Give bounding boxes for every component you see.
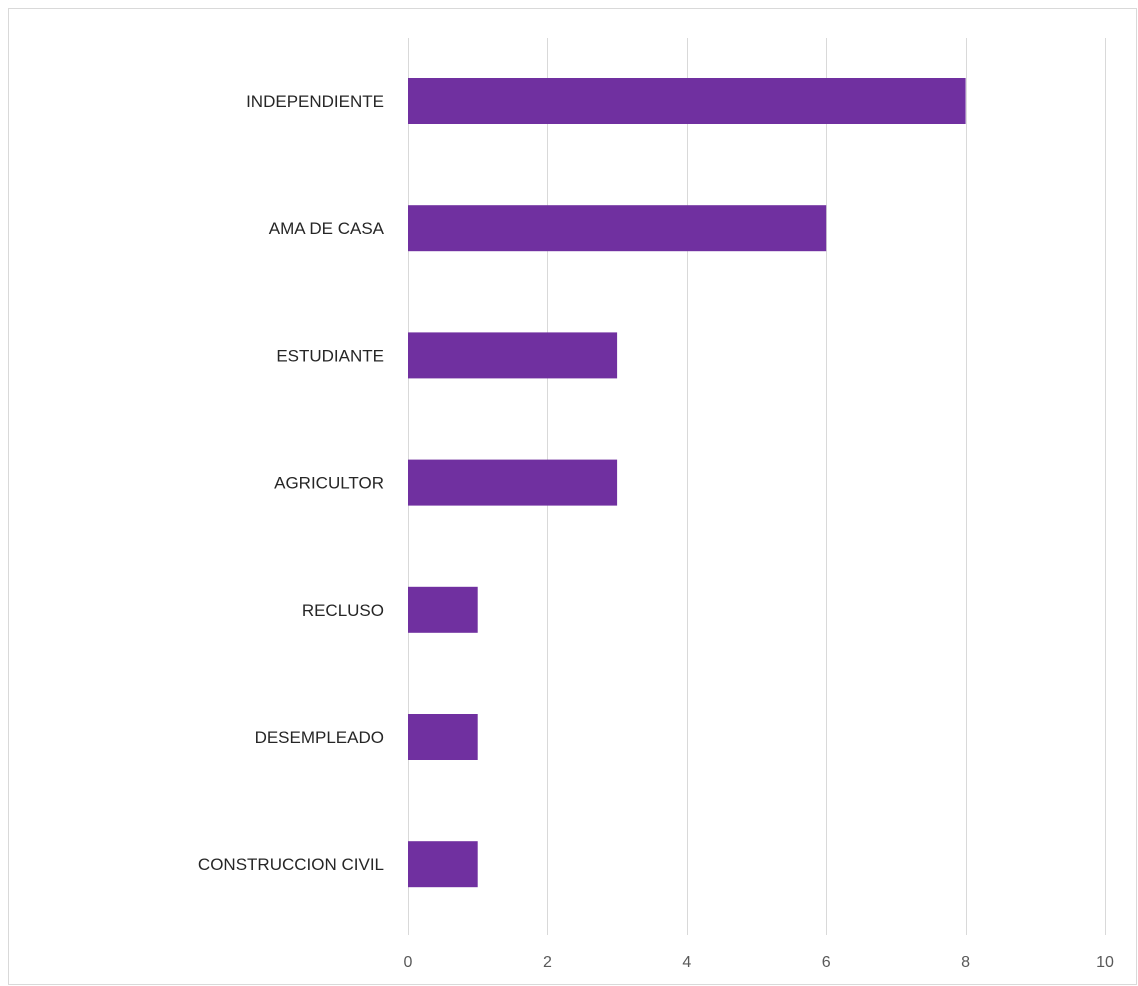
bar (408, 841, 478, 888)
x-tick-label: 10 (1096, 954, 1114, 971)
bar (408, 714, 478, 760)
category-labels: INDEPENDIENTE AMA DE CASA ESTUDIANTE AGRICU… (198, 92, 385, 874)
category-label: INDEPENDIENTE (246, 92, 384, 111)
category-label: AMA DE CASA (269, 219, 385, 238)
category-label: CONSTRUCCION CIVIL (198, 855, 384, 874)
gridlines (408, 38, 1106, 935)
x-tick-label: 6 (822, 954, 831, 971)
category-label: ESTUDIANTE (276, 346, 384, 365)
x-tick-label: 8 (961, 954, 970, 971)
bar (408, 332, 618, 379)
x-tick-label: 0 (404, 954, 413, 971)
category-label: DESEMPLEADO (255, 728, 384, 747)
x-tick-labels: 0 2 4 6 8 10 (404, 954, 1114, 971)
bars (408, 78, 966, 888)
x-tick-label: 4 (682, 954, 691, 971)
bar (408, 205, 827, 252)
bar (408, 78, 966, 124)
bar (408, 459, 618, 506)
category-label: RECLUSO (302, 601, 384, 620)
category-label: AGRICULTOR (274, 474, 384, 493)
x-tick-label: 2 (543, 954, 552, 971)
bar (408, 586, 478, 633)
